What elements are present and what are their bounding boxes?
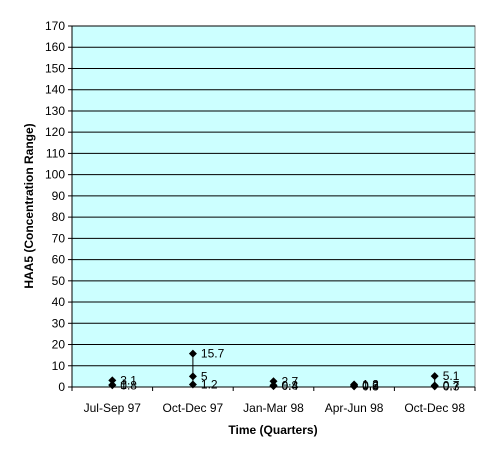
data-label: 1.2 <box>362 377 379 391</box>
data-point-group: 5.10.70.3 <box>430 369 460 393</box>
data-label: 0.3 <box>443 379 460 393</box>
y-axis-title: HAA5 (Concentration Range) <box>22 123 36 288</box>
y-axis: 0 10 20 30 40 50 60 70 80 90 100 110 120 130 140 150 160… <box>45 19 73 394</box>
data-label: 15.7 <box>201 347 225 361</box>
x-axis-title: Time (Quarters) <box>228 423 317 437</box>
data-marker <box>430 382 439 391</box>
data-label: 0.8 <box>282 378 299 392</box>
data-label: 0.4 <box>282 379 299 393</box>
y-tick-label: 100 <box>45 168 65 182</box>
y-tick-label: 60 <box>52 253 66 267</box>
y-tick-label: 170 <box>45 19 65 33</box>
y-tick-label: 70 <box>52 231 66 245</box>
y-tick-label: 20 <box>52 338 66 352</box>
y-tick-label: 50 <box>52 274 66 288</box>
y-tick-label: 150 <box>45 61 65 75</box>
data-label: 3.1 <box>120 373 137 387</box>
y-tick-label: 120 <box>45 125 65 139</box>
data-point-group: 15.7 51.2 <box>188 347 225 391</box>
x-tick-label: Oct-Dec 97 <box>163 401 224 415</box>
y-tick-label: 0 <box>58 380 65 394</box>
plot-area <box>71 25 476 388</box>
data-label: 0.6 <box>362 379 379 393</box>
y-tick-label: 90 <box>52 189 66 203</box>
data-marker <box>108 381 117 390</box>
x-tick-label: Oct-Dec 98 <box>404 401 465 415</box>
y-tick-label: 30 <box>52 316 66 330</box>
data-label: 1 <box>120 378 127 392</box>
data-marker <box>269 382 278 391</box>
y-tick-label: 160 <box>45 40 65 54</box>
y-tick-label: 80 <box>52 210 66 224</box>
data-label: 0.7 <box>443 379 460 393</box>
data-label: 5 <box>201 369 208 383</box>
data-label: 0.3 <box>362 379 379 393</box>
y-tick-label: 140 <box>45 83 65 97</box>
data-point-group: 1.20.60.3 <box>350 377 379 393</box>
x-tick-label: Jul-Sep 97 <box>84 401 142 415</box>
data-marker <box>188 380 197 389</box>
y-tick-label: 10 <box>52 359 66 373</box>
data-point-group: 2.70.80.4 <box>269 374 299 393</box>
data-marker <box>430 372 439 381</box>
data-label: 5.1 <box>443 369 460 383</box>
gridlines <box>72 25 475 367</box>
data-marker <box>188 349 197 358</box>
data-point-group: 3.110.8 <box>108 373 137 392</box>
data-label: 2.7 <box>282 374 299 388</box>
data-series: 3.110.815.751.2 2.70.80.4 1.20.60.35.10.70… <box>108 347 460 393</box>
data-marker <box>269 377 278 386</box>
data-marker <box>188 372 197 381</box>
y-tick-label: 110 <box>46 146 65 160</box>
y-tick-label: 130 <box>45 104 65 118</box>
data-marker <box>108 376 117 385</box>
x-tick-label: Apr-Jun 98 <box>325 401 384 415</box>
data-label: 0.8 <box>120 378 137 392</box>
y-tick-label: 40 <box>52 295 66 309</box>
data-marker <box>350 382 359 391</box>
data-label: 1.2 <box>201 377 218 391</box>
x-tick-label: Jan-Mar 98 <box>243 401 304 415</box>
